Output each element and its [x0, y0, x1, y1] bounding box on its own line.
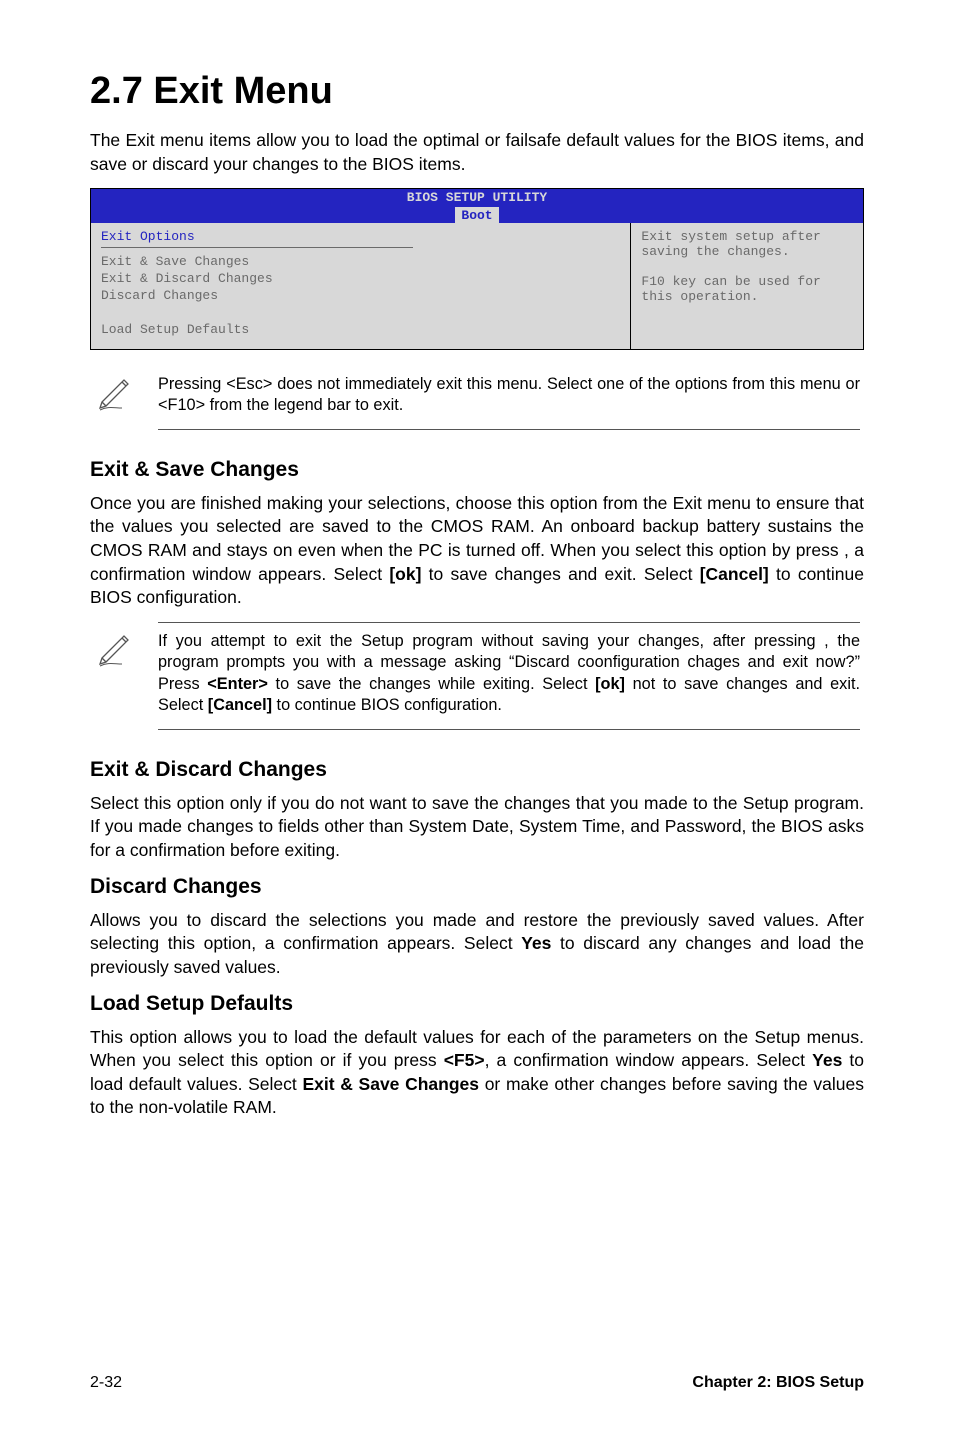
page-number: 2-32 — [90, 1374, 122, 1392]
bios-header: BIOS SETUP UTILITY Boot — [91, 189, 863, 223]
page-footer: 2-32 Chapter 2: BIOS Setup — [90, 1374, 864, 1392]
note-text: If you attempt to exit the Setup program… — [158, 622, 860, 730]
bios-right-pane: Exit system setup after saving the chang… — [631, 223, 863, 348]
note-text: Pressing <Esc> does not immediately exit… — [158, 366, 860, 430]
section-heading: Load Setup Defaults — [90, 992, 864, 1016]
page-title: 2.7 Exit Menu — [90, 70, 864, 113]
chapter-label: Chapter 2: BIOS Setup — [692, 1374, 864, 1392]
section-heading: Exit & Save Changes — [90, 458, 864, 482]
note-block: If you attempt to exit the Setup program… — [90, 622, 864, 742]
bios-body: Exit Options Exit & Save Changes Exit & … — [91, 223, 863, 348]
bios-left-title: Exit Options — [101, 229, 413, 248]
bios-item: Exit & Save Changes — [101, 254, 620, 271]
bios-help-text: Exit system setup after saving the chang… — [641, 229, 853, 304]
pencil-icon — [94, 622, 138, 668]
bios-tab: Boot — [455, 207, 498, 223]
bios-left-pane: Exit Options Exit & Save Changes Exit & … — [91, 223, 631, 348]
intro-text: The Exit menu items allow you to load th… — [90, 129, 864, 176]
bios-item: Discard Changes — [101, 288, 620, 305]
section-body: This option allows you to load the defau… — [90, 1026, 864, 1121]
pencil-icon — [94, 366, 138, 412]
note-block: Pressing <Esc> does not immediately exit… — [90, 366, 864, 442]
section-body: Once you are finished making your select… — [90, 492, 864, 610]
bios-screenshot: BIOS SETUP UTILITY Boot Exit Options Exi… — [90, 188, 864, 349]
section-body: Select this option only if you do not wa… — [90, 792, 864, 863]
bios-item: Exit & Discard Changes — [101, 271, 620, 288]
section-body: Allows you to discard the selections you… — [90, 909, 864, 980]
bios-header-title: BIOS SETUP UTILITY — [91, 190, 863, 205]
bios-item: Load Setup Defaults — [101, 322, 620, 339]
section-heading: Discard Changes — [90, 875, 864, 899]
bios-item — [101, 305, 620, 322]
section-heading: Exit & Discard Changes — [90, 758, 864, 782]
